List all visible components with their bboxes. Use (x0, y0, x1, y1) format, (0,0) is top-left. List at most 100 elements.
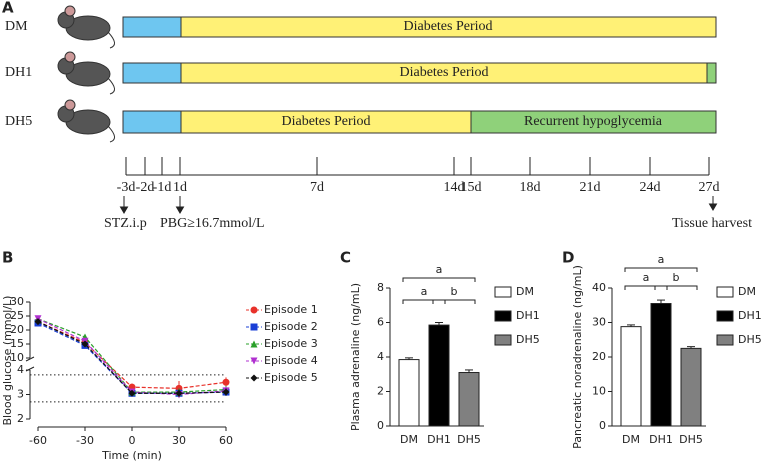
marker (175, 389, 183, 397)
legend-label: DH5 (516, 333, 540, 346)
x-tick-label: DH5 (457, 433, 481, 446)
x-tick-label: 60 (219, 434, 233, 447)
y-tick-label: 15 (10, 337, 24, 350)
timeline-label: 1d (173, 180, 187, 195)
timeline-label: -3d (117, 180, 136, 195)
annotation: PBG≥16.7mmol/L (160, 216, 265, 231)
annotation: STZ.i.p (104, 216, 147, 231)
legend-swatch (716, 286, 734, 298)
significance-label: a (421, 285, 428, 298)
timeline-label: 15d (461, 180, 482, 195)
x-tick-label: -30 (76, 434, 94, 447)
x-tick-label: 30 (172, 434, 186, 447)
timeline-label: 14d (444, 180, 465, 195)
x-tick-label: DM (622, 433, 640, 446)
arrows (119, 196, 718, 214)
timeline-label: 21d (580, 180, 601, 195)
y-tick-label: 6 (377, 316, 384, 329)
marker (34, 318, 42, 326)
y-tick-label: 2 (377, 385, 384, 398)
legend-swatch (494, 286, 512, 298)
significance-bracket (624, 285, 668, 290)
marker (250, 357, 258, 365)
phase-label: Recurrent hypoglycemia (524, 114, 663, 129)
panel-label: D (562, 249, 574, 267)
y-tick-label: 20 (10, 323, 24, 336)
legend-swatch (716, 334, 734, 346)
panel-label: B (2, 249, 13, 267)
y-tick-label: 4 (17, 363, 24, 376)
timeline-label: 7d (310, 180, 324, 195)
y-tick-label: 30 (10, 295, 24, 308)
series-line (37, 322, 227, 394)
y-axis-label: Plasma adrenaline (ng/mL) (349, 283, 362, 431)
mice (57, 5, 115, 143)
significance-label: a (436, 263, 443, 276)
legend-label: Episode 4 (264, 354, 318, 367)
series-line (37, 318, 227, 393)
timeline-label: -1d (153, 180, 172, 195)
row-label: DH5 (5, 114, 32, 129)
y-tick-label: 8 (377, 281, 384, 294)
x-tick-label: DM (400, 433, 418, 446)
legend-label: DH1 (738, 309, 762, 322)
bar (428, 324, 450, 427)
significance-bracket (402, 299, 446, 304)
y-tick-label: 3 (17, 388, 24, 401)
legend-label: DM (738, 285, 756, 298)
significance-label: b (673, 271, 680, 284)
significance-bracket (402, 277, 476, 282)
bar (680, 347, 702, 427)
x-tick-label: DH1 (649, 433, 673, 446)
marker (222, 388, 230, 396)
axis-break (25, 356, 35, 362)
marker (128, 389, 136, 397)
panel-label: A (2, 0, 14, 17)
legend-swatch (494, 310, 512, 322)
timeline-bars (122, 16, 717, 134)
legend-label: DH5 (738, 333, 762, 346)
legend-label: DM (516, 285, 534, 298)
legend-label: Episode 1 (264, 303, 318, 316)
marker (81, 340, 89, 348)
legend-label: DH1 (516, 309, 540, 322)
y-tick-label: 30 (592, 316, 606, 329)
legend-label: Episode 2 (264, 320, 318, 333)
marker (250, 374, 258, 382)
timeline-label: 18d (520, 180, 541, 195)
y-axis-label: Pancreatic noradrenaline (ng/mL) (571, 265, 584, 449)
marker (222, 378, 230, 386)
bar (398, 359, 420, 427)
panel-label: C (340, 249, 351, 267)
phase-label: Diabetes Period (281, 114, 370, 129)
significance-label: a (643, 271, 650, 284)
legend-swatch (494, 334, 512, 346)
y-tick-label: 2 (17, 412, 24, 425)
significance-bracket (654, 285, 698, 290)
significance-label: a (658, 253, 665, 266)
x-tick-label: DH1 (427, 433, 451, 446)
x-tick-label: -60 (29, 434, 47, 447)
y-axis-label: Blood glucose (mmol/L) (1, 296, 14, 426)
marker (250, 340, 258, 348)
bar (458, 372, 480, 427)
y-tick-label: 20 (592, 350, 606, 363)
timeline-label: -2d (136, 180, 155, 195)
x-tick-label: 0 (129, 434, 136, 447)
y-tick-label: 10 (10, 351, 24, 364)
phase-label: Diabetes Period (403, 19, 492, 34)
significance-bracket (624, 267, 698, 272)
timeline-label: 24d (640, 180, 661, 195)
bar (620, 326, 642, 427)
legend-label: Episode 5 (264, 371, 318, 384)
annotation: Tissue harvest (672, 216, 752, 231)
x-axis-label: Time (min) (101, 449, 162, 462)
y-tick-label: 0 (377, 419, 384, 432)
row-label: DH1 (5, 65, 32, 80)
legend-label: Episode 3 (264, 337, 318, 350)
marker (250, 306, 258, 314)
bar (650, 303, 672, 427)
legend-swatch (716, 310, 734, 322)
